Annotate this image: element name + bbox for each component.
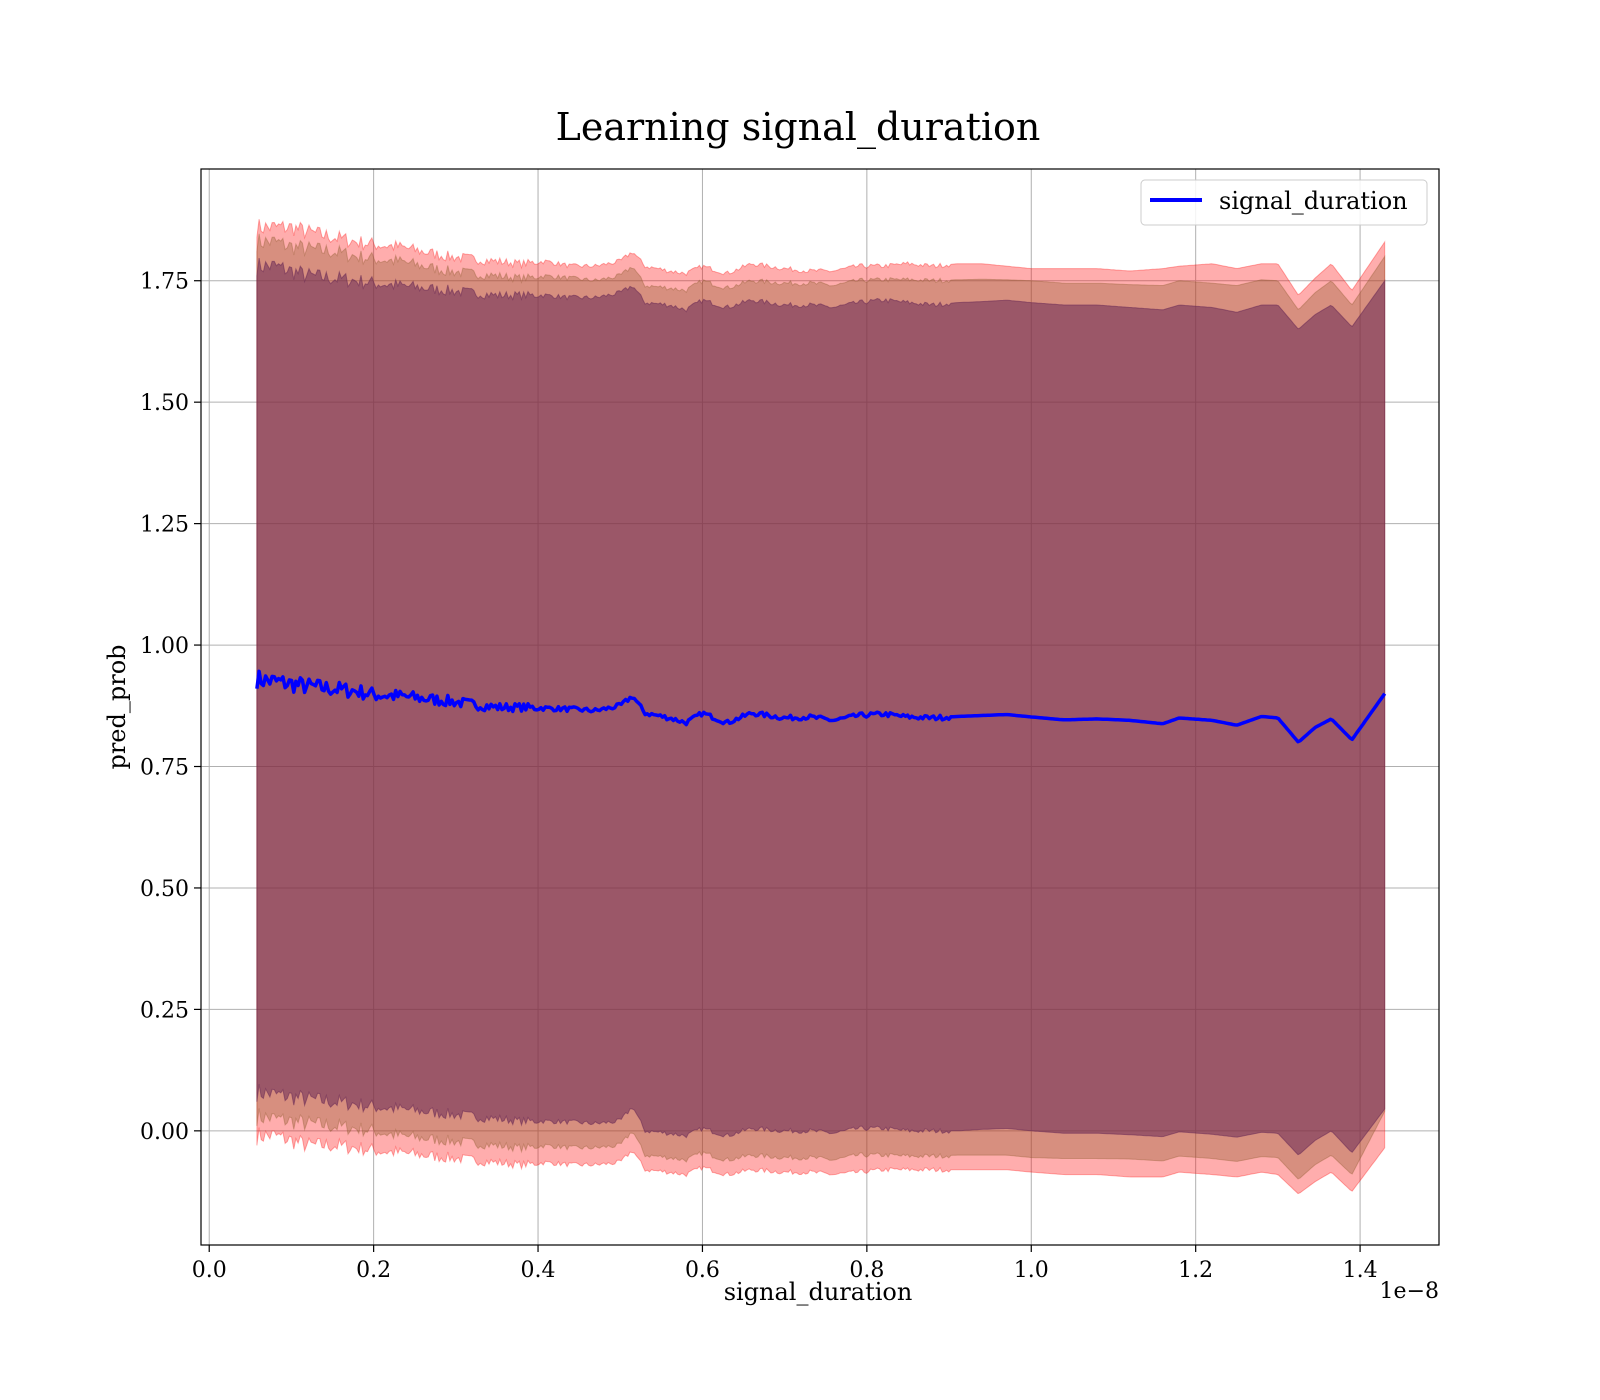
x-tick-label: 1.2 [1178,1258,1213,1283]
x-tick-label: 0.0 [192,1258,227,1283]
x-tick-label: 1.4 [1343,1258,1378,1283]
y-tick-label: 0.75 [140,756,189,781]
x-tick-label: 0.4 [521,1258,556,1283]
core-band [256,258,1386,1156]
chart-title: Learning signal_duration [556,105,1041,150]
y-tick-label: 0.00 [140,1120,189,1145]
legend-box [1140,179,1428,226]
x-tick-label: 0.2 [356,1258,391,1283]
y-tick-label: 1.25 [140,513,189,538]
y-tick-label: 1.50 [140,391,189,416]
y-axis-label: pred_prob [103,644,131,769]
y-axis-ticks: 0.00 0.25 0.50 0.75 1.00 1.25 1.50 1.75 [140,270,201,1145]
legend-entry-label: signal_duration [1219,187,1408,215]
y-tick-label: 1.00 [140,634,189,659]
plot-frame [200,168,1440,1246]
y-tick-label: 1.75 [140,270,189,295]
x-tick-label: 0.6 [685,1258,720,1283]
x-tick-label: 1.0 [1014,1258,1049,1283]
x-axis-offset-text: 1e−8 [1380,1279,1439,1304]
legend: signal_duration [1140,179,1428,226]
x-axis-label: signal_duration [724,1278,913,1306]
y-tick-label: 0.25 [140,998,189,1023]
series-lines [255,669,1387,744]
x-tick-label: 0.8 [849,1258,884,1283]
y-tick-label: 0.50 [140,877,189,902]
confidence-bands [256,219,1386,1195]
x-axis-ticks: 0.0 0.2 0.4 0.6 0.8 1.0 1.2 1.4 [192,1245,1378,1283]
series-line-signal-duration [255,669,1387,744]
